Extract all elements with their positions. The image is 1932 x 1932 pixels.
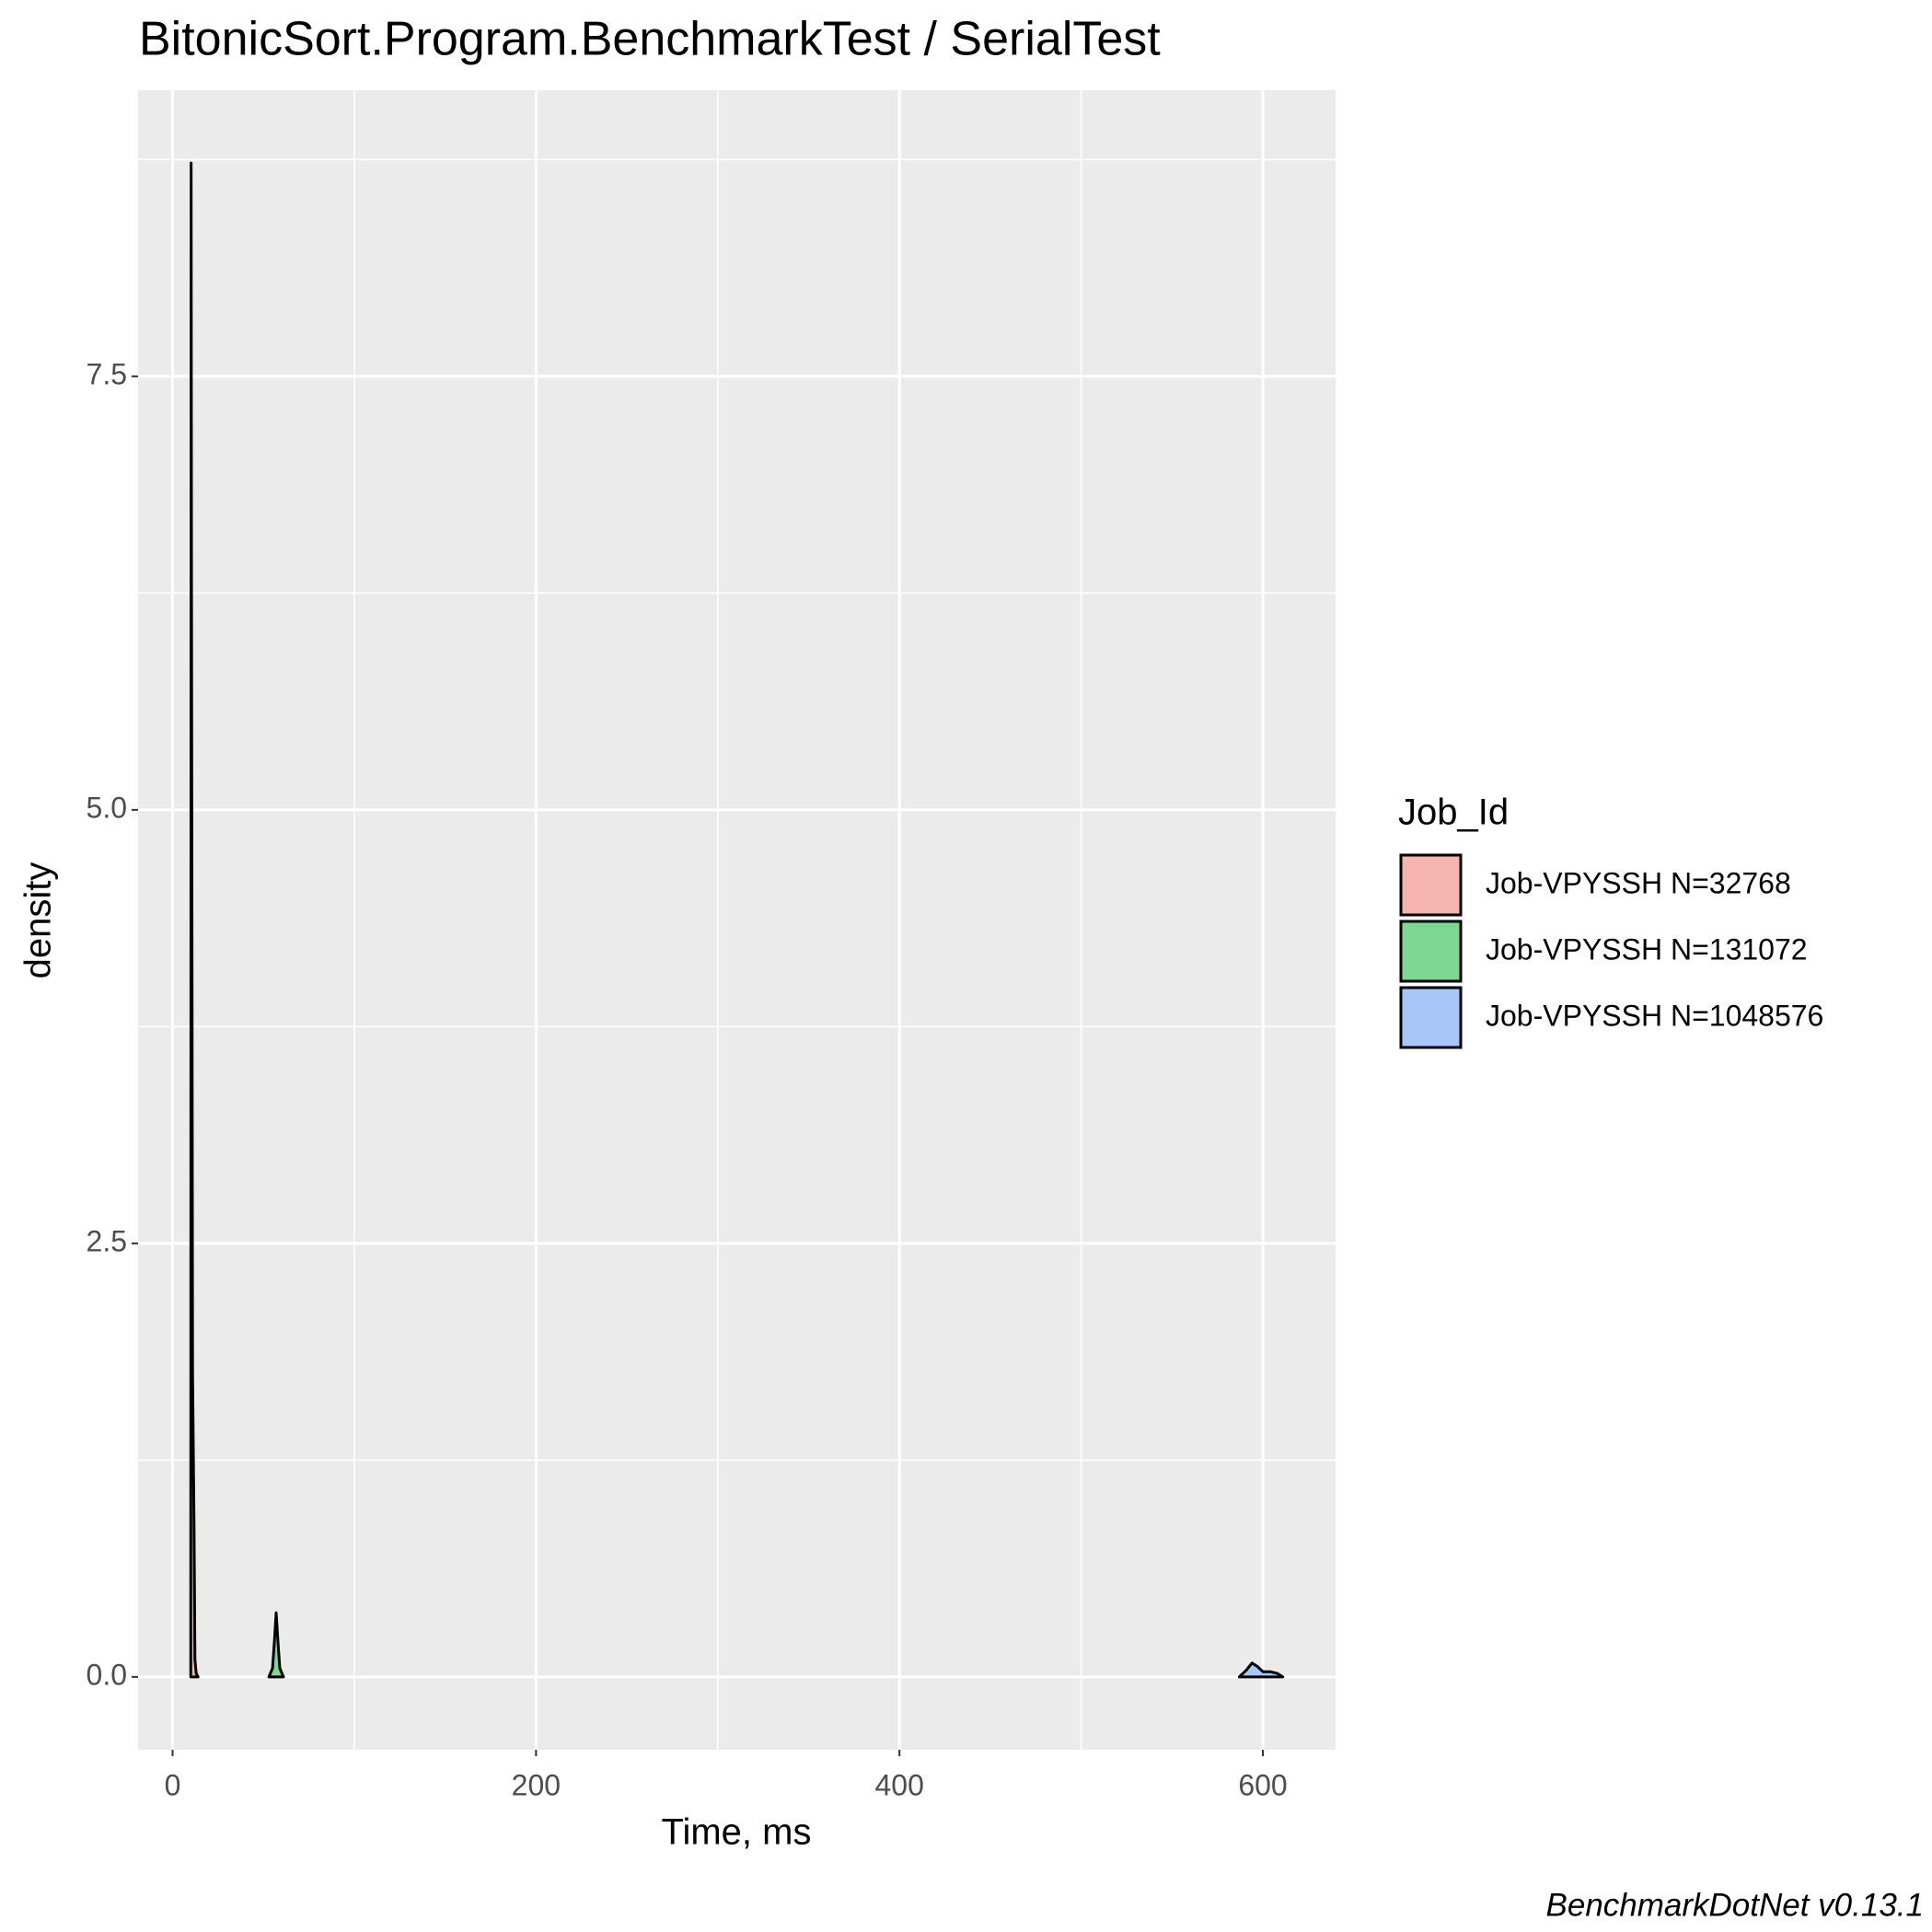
y-tick-label: 2.5	[87, 1224, 127, 1257]
panel	[138, 90, 1336, 1750]
density-area	[267, 1611, 285, 1679]
legend-title: Job_Id	[1398, 792, 1509, 833]
y-tick-label: 0.0	[87, 1658, 127, 1691]
x-axis-title: Time, ms	[662, 1812, 812, 1853]
x-tick-label: 200	[512, 1768, 561, 1801]
y-tick-label: 5.0	[87, 791, 127, 824]
x-tick-label: 0	[165, 1768, 181, 1801]
x-tick-label: 600	[1238, 1768, 1287, 1801]
density-area	[189, 161, 200, 1679]
legend-key	[1399, 853, 1463, 917]
legend-key	[1399, 920, 1463, 983]
y-tick-label: 7.5	[87, 357, 127, 390]
legend-label: Job-VPYSSH N=32768	[1486, 866, 1791, 899]
legend-label: Job-VPYSSH N=1048576	[1486, 999, 1823, 1032]
chart-title: BitonicSort.Program.BenchmarkTest / Seri…	[139, 13, 1161, 66]
legend-label: Job-VPYSSH N=131072	[1486, 932, 1808, 966]
x-tick-label: 400	[874, 1768, 923, 1801]
density-area	[1237, 1661, 1285, 1679]
legend-key	[1399, 986, 1463, 1049]
caption: BenchmarkDotNet v0.13.1	[1546, 1887, 1924, 1923]
y-axis-title: density	[18, 862, 59, 979]
